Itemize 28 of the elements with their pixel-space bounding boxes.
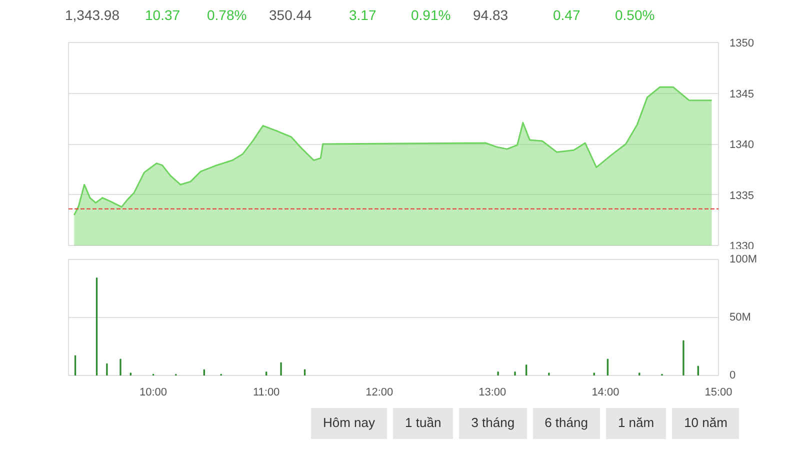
- x-tick-label: 14:00: [592, 386, 620, 398]
- y-tick-label: 0: [730, 370, 736, 382]
- text: 1 tuần: [393, 408, 454, 439]
- y-tick-label: 1335: [730, 190, 754, 202]
- x-tick-label: 13:00: [478, 386, 506, 398]
- x-tick-label: 12:00: [366, 386, 394, 398]
- y-tick-label: 1350: [730, 38, 754, 50]
- x-tick-label: 10:00: [140, 386, 168, 398]
- text: 6 tháng: [532, 408, 600, 439]
- text: 0.47: [553, 6, 582, 25]
- text: 0.91%: [411, 6, 452, 25]
- y-tick-label: 50M: [730, 312, 751, 324]
- y-tick-label: 100M: [730, 254, 758, 266]
- x-tick-label: 15:00: [704, 386, 732, 398]
- text: 3 tháng: [459, 408, 527, 439]
- y-tick-label: 1345: [730, 88, 754, 100]
- text: 0.50%: [615, 6, 656, 25]
- text: 94.83: [473, 6, 510, 25]
- text: 1,343.98: [65, 6, 120, 25]
- text: 350.44: [269, 6, 313, 25]
- text: 3.17: [349, 6, 378, 25]
- y-tick-label: 1340: [730, 139, 754, 151]
- text: 10.37: [145, 6, 182, 25]
- text: 0.78%: [207, 6, 248, 25]
- text: 10 năm: [672, 408, 740, 439]
- text: Hôm nay: [311, 408, 388, 439]
- text: 1 năm: [606, 408, 666, 439]
- x-tick-label: 11:00: [252, 386, 280, 398]
